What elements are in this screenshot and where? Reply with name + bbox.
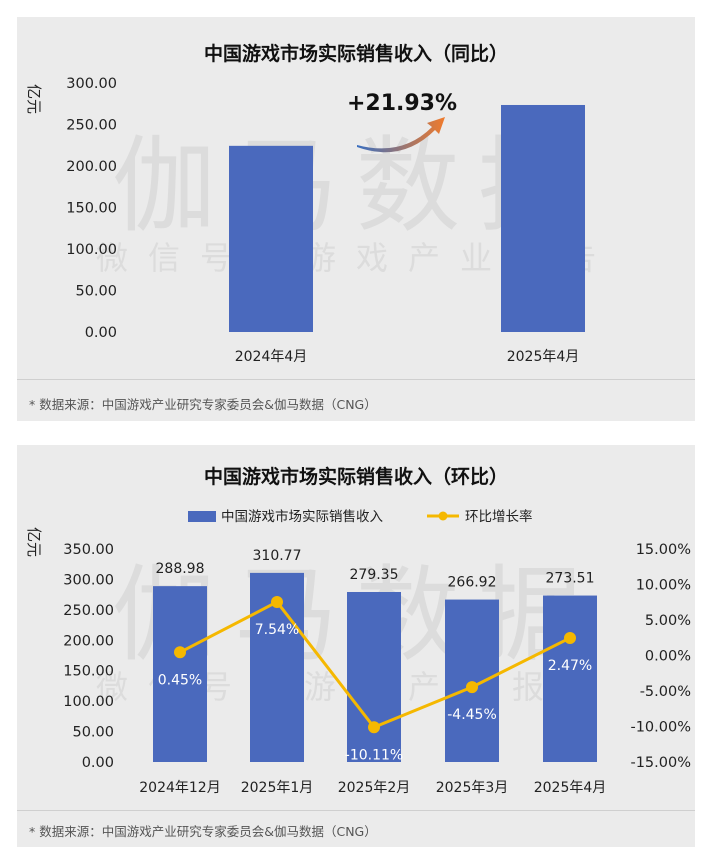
source-note: * 数据来源：中国游戏产业研究专家委员会&伽马数据（CNG） (29, 824, 377, 839)
growth-rate-label: -4.45% (447, 707, 497, 723)
footer-divider (17, 379, 695, 380)
y-tick-label: 50.00 (75, 284, 117, 300)
footer-divider (17, 810, 695, 811)
y-tick-label: 200.00 (66, 159, 117, 175)
growth-rate-label: 0.45% (158, 672, 202, 688)
growth-arrow (357, 117, 445, 153)
y-tick-label: 100.00 (63, 694, 114, 710)
legend-line-label: 环比增长率 (465, 508, 533, 525)
legend-bar-swatch (188, 511, 216, 522)
x-tick-label: 2025年4月 (507, 349, 580, 365)
bar (153, 586, 207, 762)
chart-title: 中国游戏市场实际销售收入（同比） (203, 43, 508, 65)
bar (445, 599, 499, 762)
y-tick-label: 50.00 (72, 725, 114, 741)
chart-title: 中国游戏市场实际销售收入（环比） (203, 466, 508, 488)
y-tick-label: 200.00 (63, 633, 114, 649)
y-tick-label: 300.00 (66, 76, 117, 92)
growth-rate-point (564, 631, 576, 644)
y-tick-label: 0.00 (82, 755, 114, 771)
y2-tick-label: 15.00% (636, 542, 691, 558)
bar (543, 595, 597, 762)
y2-tick-label: 5.00% (645, 613, 691, 629)
legend-bar-label: 中国游戏市场实际销售收入 (221, 508, 383, 525)
x-tick-label: 2024年12月 (139, 780, 220, 796)
x-tick-label: 2025年2月 (338, 780, 411, 796)
bar-value-label: 288.98 (156, 561, 205, 577)
y2-tick-label: -10.00% (630, 720, 691, 736)
bar (501, 104, 585, 333)
y-tick-label: 350.00 (63, 542, 114, 558)
growth-rate-point (368, 721, 380, 734)
bar-value-label: 310.77 (253, 548, 302, 564)
bar-value-label: 273.51 (546, 571, 595, 587)
y-tick-label: 250.00 (63, 603, 114, 619)
growth-rate-point (174, 646, 186, 659)
mom-chart: 伽马数据微信号：游戏产业报告中国游戏市场实际销售收入环比增长率亿元350.003… (25, 508, 691, 796)
yoy-chart-panel: 中国游戏市场实际销售收入（同比） 伽马数据 微信号：游戏产业报告 亿元 300.00 2… (17, 17, 695, 421)
y2-tick-label: 10.00% (636, 578, 691, 594)
y2-tick-label: -5.00% (640, 684, 691, 700)
y-tick-label: 150.00 (66, 201, 117, 217)
mom-chart-panel: 中国游戏市场实际销售收入（环比） 伽马数据微信号：游戏产业报告中国游戏市场实际销… (17, 445, 695, 847)
x-tick-label: 2025年4月 (534, 780, 607, 796)
y-tick-label: 250.00 (66, 118, 117, 134)
y-tick-label: 300.00 (63, 572, 114, 588)
legend-line-marker (438, 511, 448, 521)
y-tick-label: 0.00 (85, 325, 117, 341)
x-tick-label: 2024年4月 (235, 349, 308, 365)
bar-value-label: 279.35 (350, 567, 399, 583)
bar-value-label: 266.92 (448, 575, 497, 591)
growth-rate-point (466, 681, 478, 694)
x-tick-label: 2025年3月 (436, 780, 509, 796)
growth-rate-label: 2.47% (548, 658, 592, 674)
y2-tick-label: -15.00% (630, 755, 691, 771)
y2-tick-label: 0.00% (645, 649, 691, 665)
bar (229, 145, 313, 332)
source-note: * 数据来源：中国游戏产业研究专家委员会&伽马数据（CNG） (29, 397, 377, 412)
y-axis-label: 亿元 (25, 84, 43, 114)
y-tick-label: 150.00 (63, 664, 114, 680)
bar (347, 591, 401, 762)
growth-rate-point (271, 595, 283, 608)
x-tick-label: 2025年1月 (241, 780, 314, 796)
growth-annotation: +21.93% (347, 91, 457, 116)
y-tick-label: 100.00 (66, 242, 117, 258)
y-axis-label: 亿元 (25, 527, 43, 557)
growth-rate-label: 7.54% (255, 622, 299, 638)
growth-rate-label: -10.11% (345, 747, 403, 763)
